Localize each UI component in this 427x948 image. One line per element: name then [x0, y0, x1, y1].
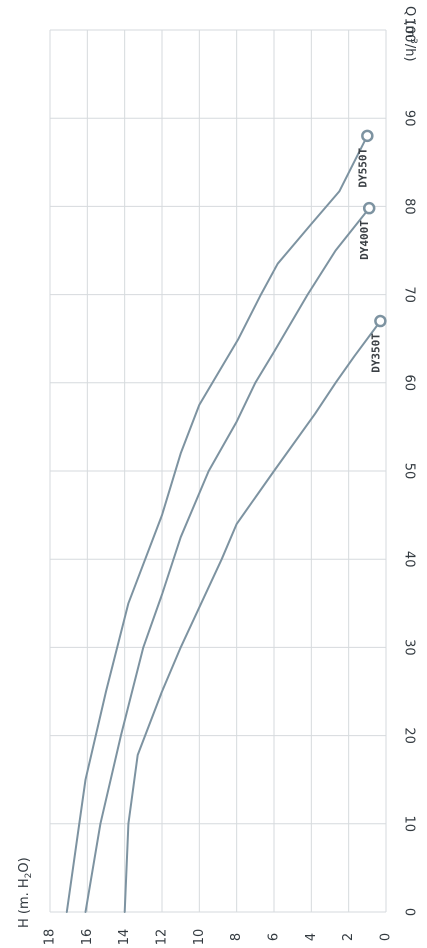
- q-tick-label: 90: [402, 110, 417, 127]
- h-tick-label: 4: [304, 933, 319, 941]
- q-tick-label: 80: [402, 198, 417, 215]
- x-axis-title: Q (m3/h): [402, 6, 418, 62]
- q-tick-label: 0: [402, 908, 417, 916]
- series-line-dy350t: [123, 320, 382, 913]
- series-label-dy350t: DY350T: [369, 333, 382, 373]
- q-tick-label: 30: [402, 639, 417, 656]
- series-end-marker-dy550t: [361, 129, 374, 143]
- h-tick-label: 0: [379, 933, 394, 941]
- series-label-dy550t: DY550T: [356, 147, 369, 187]
- series-line-dy550t: [65, 134, 369, 913]
- y-axis-title: H (m. H2O): [17, 857, 34, 928]
- h-tick-label: 16: [80, 929, 95, 946]
- q-tick-label: 10: [402, 816, 417, 833]
- q-tick-label: 70: [402, 286, 417, 303]
- grid: [49, 29, 387, 913]
- h-tick-label: 10: [192, 929, 207, 946]
- q-tick-label: 50: [402, 463, 417, 480]
- q-tick-label: 20: [402, 727, 417, 744]
- series-end-marker-dy350t: [374, 314, 387, 328]
- h-tick-label: 12: [155, 929, 170, 946]
- h-tick-label: 8: [229, 933, 244, 941]
- q-tick-label: 60: [402, 375, 417, 392]
- series-group: DY350T DY400T DY550T: [65, 129, 387, 913]
- h-tick-label: 6: [267, 933, 282, 941]
- tick-labels: 0 10 20 30 40 50 60 70 80 90 100 0 2 4 6 8 10 12 14 16 18: [43, 18, 417, 946]
- q-tick-label: 100: [402, 18, 417, 43]
- h-tick-label: 2: [341, 933, 356, 941]
- h-tick-label: 14: [117, 929, 132, 946]
- q-tick-label: 40: [402, 551, 417, 568]
- series-end-marker-dy400t: [362, 201, 376, 215]
- series-line-dy400t: [84, 207, 371, 913]
- series-label-dy400t: DY400T: [358, 220, 371, 260]
- h-tick-label: 18: [43, 929, 58, 946]
